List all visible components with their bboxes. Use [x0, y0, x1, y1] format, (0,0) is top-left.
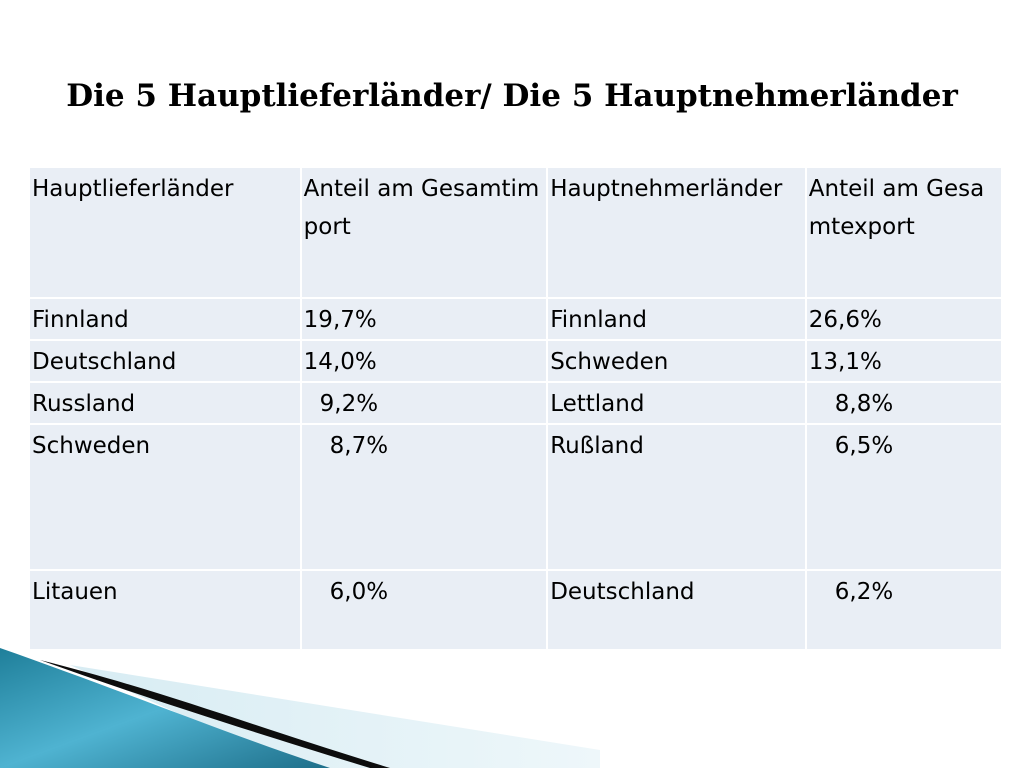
buyer-country-cell: Rußland — [546, 423, 807, 571]
header-cell-suppliers: Hauptlieferländer — [28, 166, 302, 299]
buyer-country-cell: Lettland — [546, 381, 807, 425]
export-share-cell: 13,1% — [804, 339, 1004, 383]
import-share-cell: 19,7% — [299, 297, 549, 341]
buyer-country-cell: Finnland — [546, 297, 807, 341]
supplier-country-cell: Russland — [28, 381, 302, 425]
supplier-country-cell: Finnland — [28, 297, 302, 341]
table-row: Deutschland 14,0% Schweden 13,1% — [28, 339, 1004, 383]
table-row: Schweden 8,7% Rußland 6,5% — [28, 423, 1004, 571]
trade-partners-table: Hauptlieferländer Anteil am Gesamtimport… — [28, 166, 1004, 651]
header-cell-buyers: Hauptnehmerländer — [546, 166, 807, 299]
header-cell-export-share: Anteil am Gesamtexport — [804, 166, 1004, 299]
buyer-country-cell: Deutschland — [546, 569, 807, 651]
import-share-cell: 14,0% — [299, 339, 549, 383]
table-row: Litauen 6,0% Deutschland 6,2% — [28, 569, 1004, 651]
supplier-country-cell: Deutschland — [28, 339, 302, 383]
export-share-cell: 26,6% — [804, 297, 1004, 341]
import-share-cell: 8,7% — [299, 423, 549, 571]
table-row: Finnland 19,7% Finnland 26,6% — [28, 297, 1004, 341]
export-share-cell: 6,2% — [804, 569, 1004, 651]
table-header-row: Hauptlieferländer Anteil am Gesamtimport… — [28, 166, 1004, 299]
table-row: Russland 9,2% Lettland 8,8% — [28, 381, 1004, 425]
buyer-country-cell: Schweden — [546, 339, 807, 383]
import-share-cell: 6,0% — [299, 569, 549, 651]
export-share-cell: 6,5% — [804, 423, 1004, 571]
header-cell-import-share: Anteil am Gesamtimport — [299, 166, 549, 299]
slide-title: Die 5 Hauptlieferländer/ Die 5 Hauptnehm… — [66, 78, 958, 114]
supplier-country-cell: Litauen — [28, 569, 302, 651]
export-share-cell: 8,8% — [804, 381, 1004, 425]
import-share-cell: 9,2% — [299, 381, 549, 425]
supplier-country-cell: Schweden — [28, 423, 302, 571]
